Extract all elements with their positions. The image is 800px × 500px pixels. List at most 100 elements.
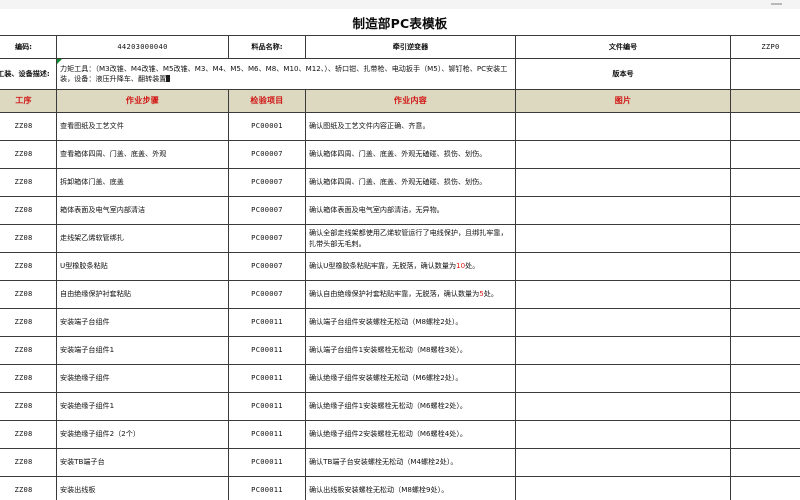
cell-process[interactable]: ZZ08 <box>0 252 57 281</box>
cell-trailing[interactable] <box>730 252 800 281</box>
cell-content[interactable]: 确认U型橡胶条粘贴牢靠，无脱落，确认数量为10处。 <box>305 252 516 281</box>
table-row[interactable]: ZZ08 查看箱体四周、门盖、底盖、外观 PC00007 确认箱体四周、门盖、底盖、外… <box>0 140 800 169</box>
cell-content[interactable]: 确认端子台组件安装螺栓无松动（M8螺栓2处）。 <box>305 308 516 337</box>
cell-content[interactable]: 确认绝缘子组件1安装螺栓无松动（M6螺栓2处）。 <box>305 392 516 421</box>
cell-step[interactable]: 箱体表面及电气室内部清洁 <box>56 196 229 225</box>
cell-process[interactable]: ZZ08 <box>0 112 57 141</box>
cell-trailing[interactable] <box>730 224 800 253</box>
cell-inspection[interactable]: PC00007 <box>228 196 306 225</box>
cell-step[interactable]: U型橡胶条粘贴 <box>56 252 229 281</box>
cell-content[interactable]: 确认自由绝缘保护衬套粘贴牢靠，无脱落，确认数量为5处。 <box>305 280 516 309</box>
cell-content[interactable]: 确认箱体表面及电气室内部清洁，无异物。 <box>305 196 516 225</box>
cell-trailing[interactable] <box>730 140 800 169</box>
cell-trailing[interactable] <box>730 420 800 449</box>
cell-step[interactable]: 安装端子台组件1 <box>56 336 229 365</box>
cell-process[interactable]: ZZ08 <box>0 364 57 393</box>
cell-process[interactable]: ZZ08 <box>0 336 57 365</box>
cell-step[interactable]: 安装出线板 <box>56 476 229 500</box>
cell-process[interactable]: ZZ08 <box>0 280 57 309</box>
cell-inspection[interactable]: PC00007 <box>228 224 306 253</box>
cell-inspection[interactable]: PC00007 <box>228 252 306 281</box>
cell-trailing[interactable] <box>730 392 800 421</box>
cell-process[interactable]: ZZ08 <box>0 392 57 421</box>
minimize-icon[interactable] <box>771 3 782 5</box>
cell-step[interactable]: 安装端子台组件 <box>56 308 229 337</box>
cell-picture[interactable] <box>515 420 731 449</box>
cell-picture[interactable] <box>515 308 731 337</box>
cell-process[interactable]: ZZ08 <box>0 168 57 197</box>
cell-process[interactable]: ZZ08 <box>0 420 57 449</box>
cell-step[interactable]: 走线架乙烯软管绑扎 <box>56 224 229 253</box>
cell-step[interactable]: 安装TB端子台 <box>56 448 229 477</box>
table-row[interactable]: ZZ08 安装绝缘子组件2（2个） PC00011 确认绝缘子组件2安装螺栓无松动（M… <box>0 420 800 449</box>
cell-picture[interactable] <box>515 448 731 477</box>
cell-picture[interactable] <box>515 336 731 365</box>
cell-trailing[interactable] <box>730 336 800 365</box>
meta-value-tooling[interactable]: 力矩工具：（M3改锥、M4改锥、M5改锥、M3、M4、M5、M6、M8、M10、… <box>56 58 516 90</box>
table-row[interactable]: ZZ08 查看图纸及工艺文件 PC00001 确认图纸及工艺文件内容正确、齐意。 <box>0 112 800 141</box>
table-row[interactable]: ZZ08 安装TB端子台 PC00011 确认TB端子台安装螺栓无松动（M4螺栓2处）… <box>0 448 800 477</box>
cell-inspection[interactable]: PC00007 <box>228 280 306 309</box>
cell-content[interactable]: 确认绝缘子组件安装螺栓无松动（M6螺栓2处）。 <box>305 364 516 393</box>
table-row[interactable]: ZZ08 安装端子台组件 PC00011 确认端子台组件安装螺栓无松动（M8螺栓2处）… <box>0 308 800 337</box>
cell-content[interactable]: 确认全部走线架都使用乙烯软管运行了电线保护，且绑扎牢靠，扎带头部无毛刺。 <box>305 224 516 253</box>
cell-process[interactable]: ZZ08 <box>0 140 57 169</box>
cell-inspection[interactable]: PC00011 <box>228 392 306 421</box>
cell-step[interactable]: 查看图纸及工艺文件 <box>56 112 229 141</box>
meta-value-docnumber[interactable]: ZZP0 <box>730 35 800 59</box>
cell-content[interactable]: 确认图纸及工艺文件内容正确、齐意。 <box>305 112 516 141</box>
cell-step[interactable]: 安装绝缘子组件1 <box>56 392 229 421</box>
cell-inspection[interactable]: PC00007 <box>228 140 306 169</box>
table-row[interactable]: ZZ08 安装绝缘子组件 PC00011 确认绝缘子组件安装螺栓无松动（M6螺栓2处）… <box>0 364 800 393</box>
cell-picture[interactable] <box>515 112 731 141</box>
cell-process[interactable]: ZZ08 <box>0 476 57 500</box>
cell-content[interactable]: 确认TB端子台安装螺栓无松动（M4螺栓2处）。 <box>305 448 516 477</box>
cell-trailing[interactable] <box>730 448 800 477</box>
cell-picture[interactable] <box>515 364 731 393</box>
table-row[interactable]: ZZ08 自由绝缘保护衬套粘贴 PC00007 确认自由绝缘保护衬套粘贴牢靠，无脱落，… <box>0 280 800 309</box>
table-row[interactable]: ZZ08 安装出线板 PC00011 确认出线板安装螺栓无松动（M8螺栓9处）。 <box>0 476 800 500</box>
cell-content[interactable]: 确认箱体四周、门盖、底盖、外观无磕碰、损伤、划伤。 <box>305 168 516 197</box>
cell-picture[interactable] <box>515 476 731 500</box>
cell-process[interactable]: ZZ08 <box>0 224 57 253</box>
cell-picture[interactable] <box>515 280 731 309</box>
table-row[interactable]: ZZ08 安装端子台组件1 PC00011 确认端子台组件1安装螺栓无松动（M8螺栓3… <box>0 336 800 365</box>
cell-content[interactable]: 确认端子台组件1安装螺栓无松动（M8螺栓3处）。 <box>305 336 516 365</box>
cell-trailing[interactable] <box>730 112 800 141</box>
cell-trailing[interactable] <box>730 308 800 337</box>
cell-step[interactable]: 安装绝缘子组件2（2个） <box>56 420 229 449</box>
table-row[interactable]: ZZ08 U型橡胶条粘贴 PC00007 确认U型橡胶条粘贴牢靠，无脱落，确认数量为1… <box>0 252 800 281</box>
cell-picture[interactable] <box>515 392 731 421</box>
cell-picture[interactable] <box>515 140 731 169</box>
cell-picture[interactable] <box>515 224 731 253</box>
cell-inspection[interactable]: PC00011 <box>228 420 306 449</box>
cell-step[interactable]: 查看箱体四周、门盖、底盖、外观 <box>56 140 229 169</box>
cell-content[interactable]: 确认出线板安装螺栓无松动（M8螺栓9处）。 <box>305 476 516 500</box>
cell-process[interactable]: ZZ08 <box>0 196 57 225</box>
cell-process[interactable]: ZZ08 <box>0 308 57 337</box>
meta-value-version[interactable] <box>730 58 800 90</box>
cell-step[interactable]: 拆卸箱体门盖、底盖 <box>56 168 229 197</box>
cell-inspection[interactable]: PC00011 <box>228 364 306 393</box>
meta-value-partname[interactable]: 牵引逆变器 <box>305 35 516 59</box>
cell-process[interactable]: ZZ08 <box>0 448 57 477</box>
cell-inspection[interactable]: PC00007 <box>228 168 306 197</box>
cell-trailing[interactable] <box>730 196 800 225</box>
table-row[interactable]: ZZ08 箱体表面及电气室内部清洁 PC00007 确认箱体表面及电气室内部清洁，无异… <box>0 196 800 225</box>
cell-inspection[interactable]: PC00011 <box>228 448 306 477</box>
cell-step[interactable]: 安装绝缘子组件 <box>56 364 229 393</box>
table-row[interactable]: ZZ08 拆卸箱体门盖、底盖 PC00007 确认箱体四周、门盖、底盖、外观无磕碰、损… <box>0 168 800 197</box>
cell-inspection[interactable]: PC00011 <box>228 476 306 500</box>
cell-trailing[interactable] <box>730 364 800 393</box>
table-row[interactable]: ZZ08 安装绝缘子组件1 PC00011 确认绝缘子组件1安装螺栓无松动（M6螺栓2… <box>0 392 800 421</box>
cell-trailing[interactable] <box>730 168 800 197</box>
cell-content[interactable]: 确认绝缘子组件2安装螺栓无松动（M6螺栓4处）。 <box>305 420 516 449</box>
cell-content[interactable]: 确认箱体四周、门盖、底盖、外观无磕碰、损伤、划伤。 <box>305 140 516 169</box>
cell-trailing[interactable] <box>730 476 800 500</box>
cell-picture[interactable] <box>515 168 731 197</box>
cell-inspection[interactable]: PC00011 <box>228 308 306 337</box>
cell-trailing[interactable] <box>730 280 800 309</box>
cell-step[interactable]: 自由绝缘保护衬套粘贴 <box>56 280 229 309</box>
meta-value-code[interactable]: 44203000040 <box>56 35 229 59</box>
cell-picture[interactable] <box>515 252 731 281</box>
